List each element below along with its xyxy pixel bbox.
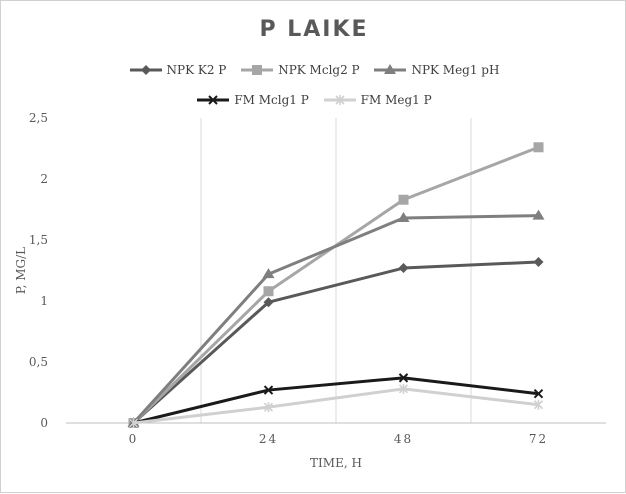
x-tick-label: 0 — [129, 432, 139, 446]
legend-marker — [384, 64, 397, 74]
data-point — [398, 383, 409, 394]
series-line — [132, 260, 539, 425]
legend-swatch-fm-mclg1 — [197, 95, 230, 105]
legend-item: FM Meg1 P — [323, 93, 432, 107]
data-point — [262, 268, 275, 279]
chart-title: P LAIKE — [259, 17, 369, 42]
legend-item: NPK Mclg2 P — [240, 63, 360, 77]
legend-swatch-npk-mclg2 — [241, 65, 274, 75]
y-tick-label: 0 — [40, 416, 48, 430]
legend-marker — [208, 95, 219, 105]
data-point — [533, 389, 544, 399]
data-point — [398, 373, 409, 383]
data-point — [533, 256, 544, 267]
legend-item: NPK Meg1 pH — [373, 63, 499, 77]
series-line — [132, 214, 539, 425]
series-4 — [128, 383, 544, 428]
legend-item: FM Mclg1 P — [196, 93, 309, 107]
legend-swatch-npk-meg1 — [374, 64, 407, 74]
legend-marker — [252, 65, 263, 75]
legend-item: NPK K2 P — [129, 63, 227, 77]
y-tick-label: 2 — [40, 172, 48, 186]
y-tick-label: 1,5 — [29, 233, 48, 247]
legend-row-1: NPK K2 P NPK Mclg2 P NPK Meg1 pH — [1, 63, 626, 79]
y-tick-label: 0,5 — [29, 355, 48, 369]
data-point — [263, 297, 274, 308]
legend-swatch-fm-meg1 — [323, 95, 356, 105]
legend-label: FM Meg1 P — [360, 93, 432, 107]
data-point — [263, 286, 274, 297]
legend-label: NPK Meg1 pH — [411, 63, 500, 77]
series-line — [133, 376, 539, 425]
data-point — [263, 402, 274, 413]
series-line — [133, 387, 539, 425]
data-point — [398, 194, 409, 205]
x-tick-label: 24 — [259, 432, 278, 446]
y-axis-title: P, MG/L — [14, 247, 28, 294]
y-tick-label: 2,5 — [29, 111, 48, 125]
data-point — [533, 142, 544, 153]
y-tick-label: 1 — [40, 294, 48, 308]
legend-row-2: FM Mclg1 P FM Meg1 P — [1, 93, 626, 109]
legend-label: FM Mclg1 P — [234, 93, 309, 107]
legend-label: NPK K2 P — [166, 63, 227, 77]
data-point — [397, 212, 410, 223]
x-tick-label: 48 — [394, 432, 413, 446]
legend-label: NPK Mclg2 P — [278, 63, 360, 77]
data-point — [533, 399, 544, 410]
x-axis-title: TIME, H — [310, 456, 362, 470]
legend-marker — [140, 65, 151, 75]
legend-marker — [335, 95, 345, 105]
data-point — [128, 418, 139, 428]
data-point — [532, 209, 545, 220]
data-point — [398, 263, 409, 274]
legend-swatch-npk-k2 — [129, 65, 162, 75]
x-tick-label: 72 — [529, 432, 548, 446]
data-point — [263, 385, 274, 395]
